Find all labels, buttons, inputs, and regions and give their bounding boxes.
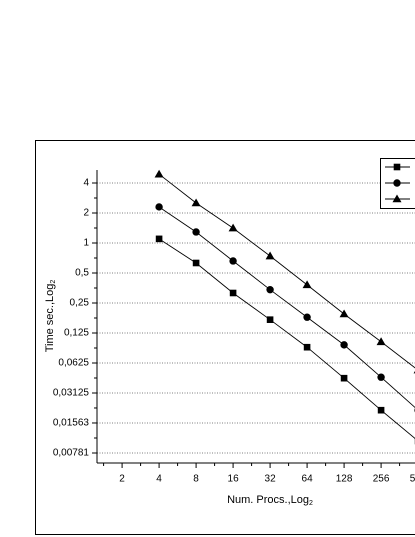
x-tick-label: 4 bbox=[156, 474, 162, 485]
data-point bbox=[266, 285, 274, 294]
y-tick-label: 0,25 bbox=[70, 298, 90, 309]
y-tick-label: 0,125 bbox=[64, 328, 89, 339]
x-tick-label: 256 bbox=[373, 474, 390, 485]
data-point bbox=[229, 289, 237, 297]
x-axis-label-sub: 2 bbox=[309, 500, 313, 507]
y-axis-label-text: Time sec.,Log bbox=[44, 284, 56, 353]
data-point bbox=[340, 374, 348, 382]
y-axis-label: Time sec.,Log2 bbox=[44, 280, 57, 353]
x-tick-label: 128 bbox=[336, 474, 353, 485]
y-axis-label-sub: 2 bbox=[50, 280, 57, 284]
data-point bbox=[340, 341, 348, 349]
legend-marker bbox=[393, 179, 401, 187]
x-tick-label: 16 bbox=[228, 474, 240, 485]
data-point bbox=[228, 223, 238, 232]
data-point bbox=[192, 228, 200, 236]
y-tick-label: 2 bbox=[83, 208, 89, 219]
series-line bbox=[158, 173, 415, 369]
legend-marker bbox=[393, 163, 401, 171]
data-point bbox=[155, 203, 163, 211]
y-tick-label: 4 bbox=[83, 178, 89, 189]
data-point bbox=[154, 169, 164, 178]
y-tick-label: 0,03125 bbox=[53, 388, 90, 399]
x-tick-label: 2 bbox=[119, 474, 125, 485]
legend-marker bbox=[392, 194, 402, 203]
chart-frame bbox=[35, 140, 415, 535]
data-point bbox=[192, 259, 200, 267]
x-tick-label: 8 bbox=[193, 474, 199, 485]
y-tick-label: 1 bbox=[83, 238, 89, 249]
series-line bbox=[158, 238, 415, 440]
data-point bbox=[339, 309, 349, 318]
x-tick-label: 64 bbox=[302, 474, 314, 485]
data-point bbox=[266, 316, 274, 323]
data-point bbox=[265, 251, 275, 260]
x-axis-label: Num. Procs.,Log2 bbox=[227, 494, 313, 507]
data-point bbox=[229, 257, 237, 265]
x-tick-label: 32 bbox=[265, 474, 277, 485]
data-point bbox=[377, 406, 385, 414]
data-point bbox=[377, 373, 385, 381]
x-tick-label: 512 bbox=[410, 474, 415, 485]
y-tick-label: 0,01563 bbox=[53, 418, 90, 429]
data-point bbox=[302, 280, 312, 289]
data-point bbox=[376, 337, 386, 346]
y-tick-label: 0,00781 bbox=[53, 448, 90, 459]
y-tick-label: 0,5 bbox=[75, 268, 89, 279]
data-point bbox=[303, 313, 311, 321]
series-line bbox=[158, 206, 415, 409]
data-point bbox=[155, 235, 163, 243]
x-axis-label-text: Num. Procs.,Log bbox=[227, 494, 309, 506]
data-point bbox=[191, 198, 201, 207]
data-point bbox=[303, 343, 311, 351]
y-tick-label: 0,0625 bbox=[58, 358, 89, 369]
